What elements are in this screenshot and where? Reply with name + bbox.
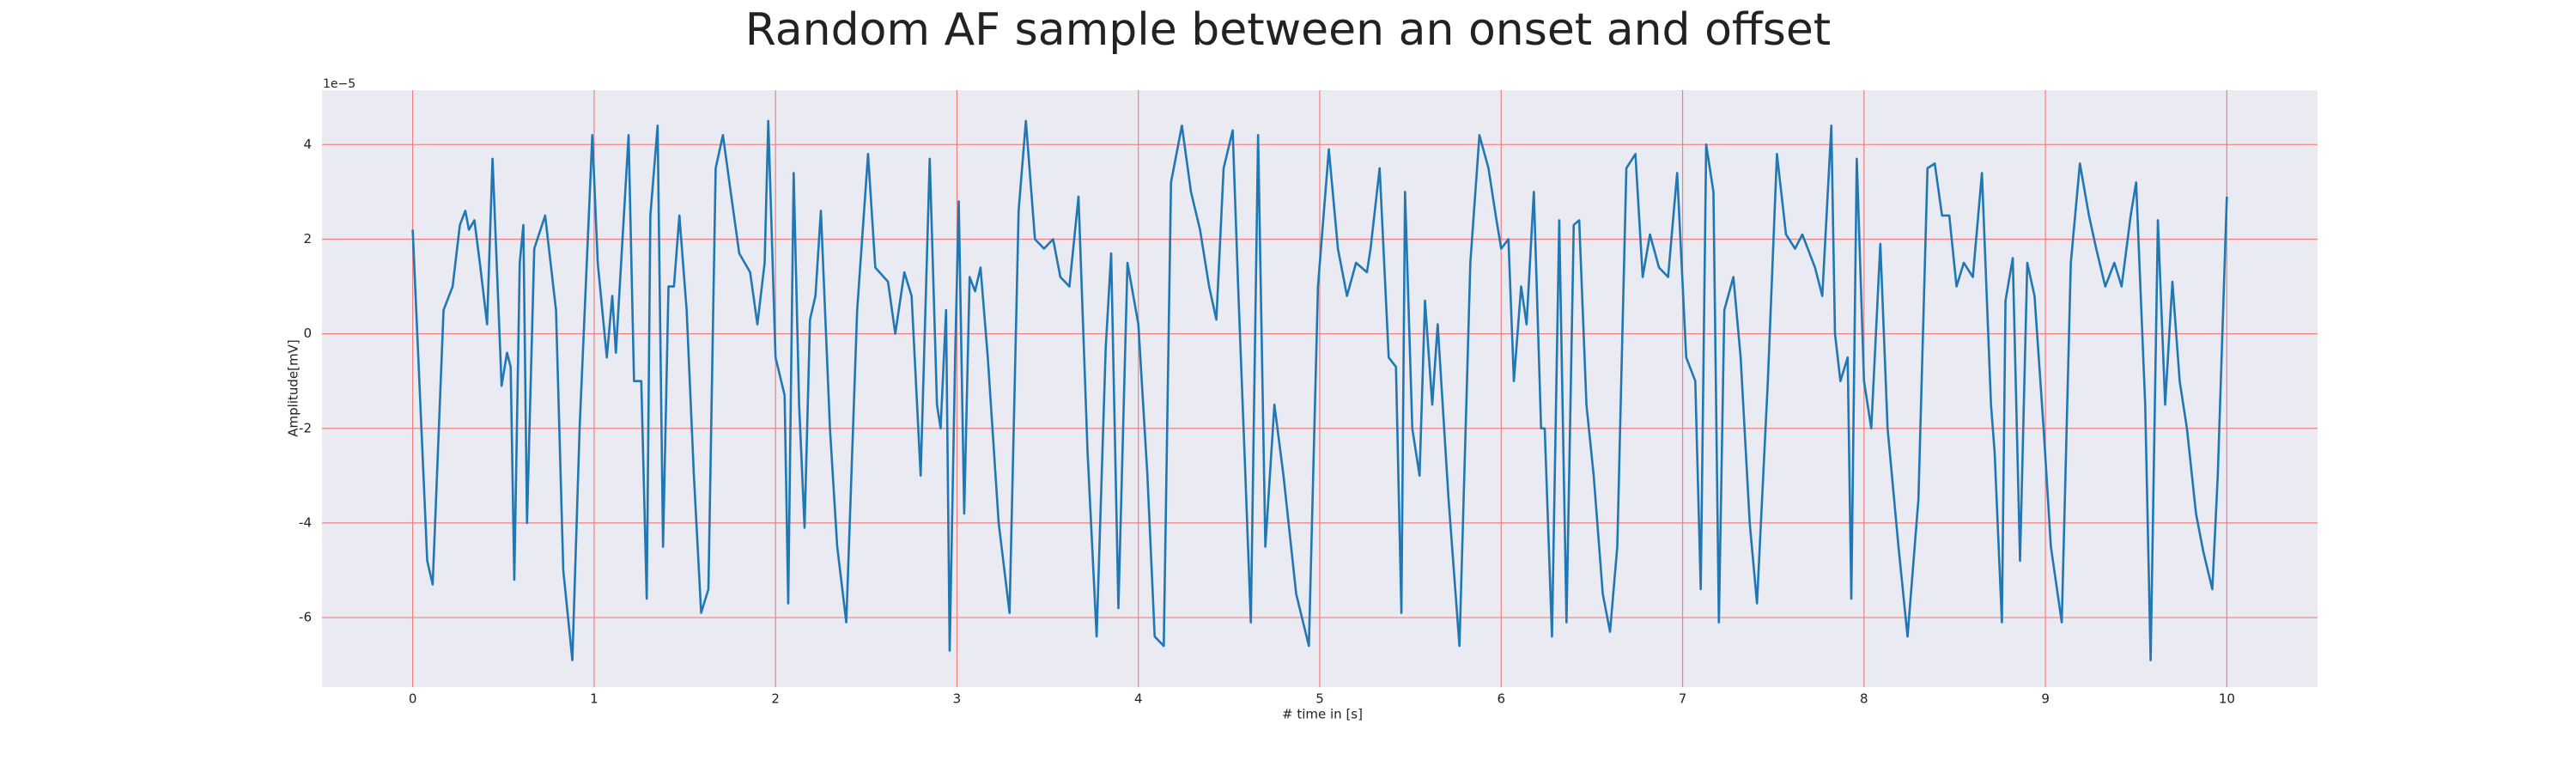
y-tick-label: 2 xyxy=(303,231,312,247)
x-tick-label: 10 xyxy=(2219,691,2235,707)
chart-title: Random AF sample between an onset and of… xyxy=(745,4,1831,56)
x-tick-label: 4 xyxy=(1134,691,1143,707)
y-tick-label: -4 xyxy=(299,514,312,530)
y-tick-label: -6 xyxy=(299,610,312,625)
signal-line xyxy=(411,119,2228,661)
y-tick-label: 4 xyxy=(303,137,312,152)
y-offset-label: 1e−5 xyxy=(323,77,355,91)
x-tick-label: 6 xyxy=(1497,691,1505,707)
x-tick-label: 3 xyxy=(953,691,962,707)
x-tick-label: 0 xyxy=(409,691,417,707)
x-axis-label: # time in [s] xyxy=(1282,707,1363,722)
x-tick-label: 5 xyxy=(1315,691,1324,707)
y-axis-label: Amplitude[mV] xyxy=(286,339,301,436)
x-tick-label: 9 xyxy=(2041,691,2050,707)
x-tick-label: 2 xyxy=(771,691,780,707)
x-tick-label: 1 xyxy=(590,691,598,707)
y-tick-label: -2 xyxy=(299,420,312,435)
x-tick-label: 7 xyxy=(1679,691,1687,707)
x-tick-label: 8 xyxy=(1860,691,1868,707)
y-tick-label: 0 xyxy=(303,326,312,341)
